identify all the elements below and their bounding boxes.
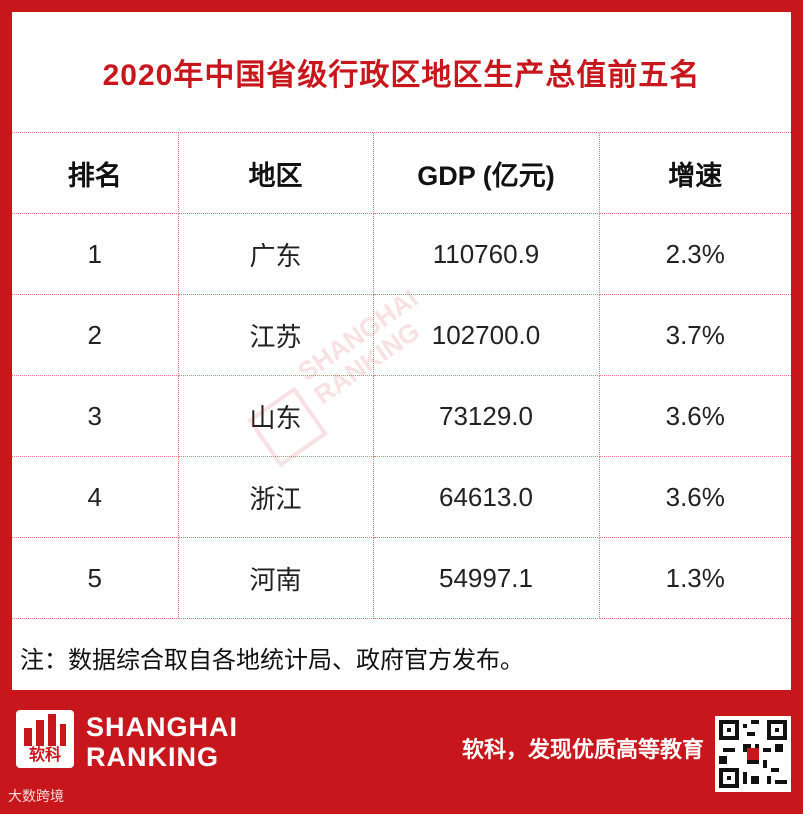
gdp-table: 排名 地区 GDP (亿元) 增速 1 广东 110760.9 2.3% 2 江… [12,133,791,619]
shanghairanking-logo-icon: 软科 [16,710,74,768]
column-header-rank: 排名 [12,133,179,214]
footer-banner: 软科 SHANGHAI RANKING 软科，发现优质高等教育 大数跨境 [0,690,803,814]
cell-region: 浙江 [178,456,374,538]
cell-rank: 1 [12,213,179,295]
corner-watermark: 大数跨境 [8,788,64,804]
cell-gdp: 54997.1 [373,537,600,619]
table-row: 4 浙江 64613.0 3.6% [12,456,791,538]
cell-rank: 5 [12,537,179,619]
column-header-region: 地区 [178,133,374,214]
cell-region: 江苏 [178,294,374,376]
table-row: 2 江苏 102700.0 3.7% [12,294,791,376]
cell-rank: 2 [12,294,179,376]
brand-line1: SHANGHAI [86,712,239,742]
table-card: 2020年中国省级行政区地区生产总值前五名 排名 地区 GDP (亿元) 增速 … [12,12,791,690]
cell-region: 河南 [178,537,374,619]
column-header-gdp: GDP (亿元) [373,133,600,214]
cell-rank: 4 [12,456,179,538]
cell-region: 广东 [178,213,374,295]
column-header-growth: 增速 [599,133,791,214]
table-row: 1 广东 110760.9 2.3% [12,213,791,295]
table-header-row: 排名 地区 GDP (亿元) 增速 [12,133,791,214]
brand-line2: RANKING [86,742,219,772]
brand-name: SHANGHAI RANKING [86,712,238,772]
cell-gdp: 73129.0 [373,375,600,457]
qr-code-icon [715,716,791,792]
cell-growth: 1.3% [599,537,791,619]
table-row: 3 山东 73129.0 3.6% [12,375,791,457]
cell-gdp: 102700.0 [373,294,600,376]
page-title: 2020年中国省级行政区地区生产总值前五名 [12,12,791,133]
cell-growth: 3.7% [599,294,791,376]
table-row: 5 河南 54997.1 1.3% [12,537,791,619]
slogan: 软科，发现优质高等教育 [462,737,705,762]
cell-gdp: 110760.9 [373,213,600,295]
source-note: 注：数据综合取自各地统计局、政府官方发布。 [20,646,524,674]
logo-text: 软科 [28,745,61,764]
cell-gdp: 64613.0 [373,456,600,538]
cell-growth: 2.3% [599,213,791,295]
cell-growth: 3.6% [599,456,791,538]
cell-growth: 3.6% [599,375,791,457]
cell-rank: 3 [12,375,179,457]
cell-region: 山东 [178,375,374,457]
